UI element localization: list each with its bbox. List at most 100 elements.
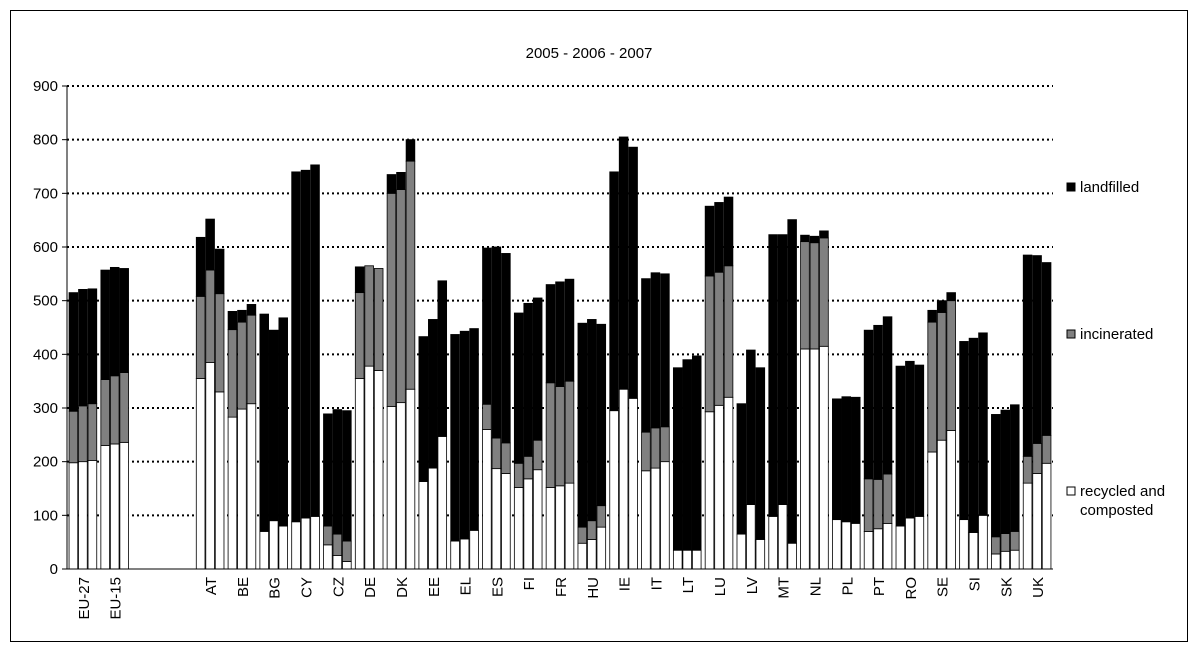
bar-segment [523, 302, 533, 457]
bar-segment [205, 361, 215, 570]
legend-label: composted [1080, 502, 1153, 519]
x-tick-label: CY [299, 577, 316, 598]
bar-segment [777, 234, 788, 506]
bar-segment [564, 278, 575, 382]
bar-segment [332, 555, 343, 570]
x-tick-label: EU-15 [108, 577, 125, 620]
bar-segment [418, 481, 429, 570]
bar-segment [205, 218, 215, 271]
chart-frame: 2005 - 2006 - 2007 0 100 200 300 400 500 600 70… [10, 10, 1188, 642]
bar-segment [237, 309, 247, 323]
bar-segment [323, 544, 333, 570]
bar-segment [936, 312, 947, 441]
bar-segment [800, 234, 810, 243]
bar-segment [259, 313, 269, 532]
bar-segment [800, 241, 810, 350]
y-tick-label: 400 [33, 346, 58, 363]
bar-segment [459, 538, 470, 570]
bar-segment [555, 485, 565, 570]
bar-segment [723, 265, 734, 398]
bar-segment [819, 237, 829, 347]
bar-segment [1022, 455, 1033, 484]
bar-segment [882, 316, 893, 475]
bar-segment [1010, 404, 1020, 532]
bar-segment [437, 280, 448, 437]
bar-segment [491, 246, 502, 439]
bar-segment [78, 288, 88, 407]
bar-segment [373, 370, 384, 570]
x-tick-label: IT [648, 577, 665, 590]
bar-segment [723, 196, 734, 267]
bar-segment [386, 174, 397, 194]
bar-segment [109, 375, 120, 445]
bar-segment [268, 329, 279, 522]
bar-segment [1010, 549, 1020, 570]
bar-segment [364, 265, 374, 367]
bar-segment [777, 504, 788, 570]
bar-segment [755, 367, 766, 540]
bar-segment [596, 526, 607, 570]
bar-segment [628, 397, 638, 570]
bar-segment [736, 403, 747, 535]
bar-segment [714, 404, 724, 570]
bar-segment [278, 525, 288, 570]
bar-segment [564, 380, 575, 484]
bar-segment [501, 253, 511, 444]
x-tick-label: ES [489, 577, 506, 597]
bar-segment [927, 309, 937, 323]
bar-segment [851, 522, 861, 570]
bar-segment [523, 455, 533, 480]
bar-segment [237, 408, 247, 570]
bar-segment [332, 409, 343, 535]
bar-segment [596, 323, 607, 507]
bar-segment [323, 413, 333, 527]
bar-segment [959, 519, 969, 570]
x-tick-label: BE [235, 577, 252, 597]
bar-segment [428, 319, 438, 469]
legend-swatch [1066, 182, 1076, 192]
bar-segment [364, 365, 374, 570]
bar-segment [214, 391, 225, 570]
x-tick-label: SK [998, 577, 1015, 597]
bar-segment [195, 236, 206, 297]
bar-segment [873, 324, 883, 480]
bar-segment [386, 192, 397, 407]
x-tick-label: HU [585, 577, 602, 599]
bar-segment [650, 427, 661, 469]
bar-segment [682, 549, 692, 570]
y-tick-label: 600 [33, 239, 58, 256]
bar-segment [214, 293, 225, 393]
bar-segment [205, 269, 215, 363]
bar-segment [914, 516, 925, 570]
bar-segment [310, 164, 320, 517]
bar-segment [291, 521, 301, 570]
bar-segment [532, 297, 543, 441]
bar-segment [660, 273, 670, 428]
x-tick-label: BG [267, 577, 284, 599]
bar-segment [787, 542, 797, 570]
x-tick-label: AT [203, 577, 220, 595]
bar-segment [746, 349, 756, 506]
bar-segment [100, 269, 110, 380]
bar-segment [577, 322, 588, 528]
y-tick-label: 0 [50, 561, 58, 578]
bar-segment [119, 441, 129, 570]
bar-segment [87, 460, 98, 570]
bar-segment [491, 468, 502, 570]
bar-segment [227, 329, 238, 418]
bar-segment [227, 310, 238, 331]
bar-segment [109, 443, 120, 570]
bar-segment [78, 405, 88, 463]
bar-segment [1032, 473, 1042, 570]
bar-segment [482, 247, 492, 405]
bar-segment [332, 533, 343, 556]
bar-segment [991, 553, 1001, 570]
bar-segment [927, 321, 937, 453]
bar-segment [354, 292, 365, 379]
bar-segment [628, 146, 638, 399]
bar-segment [386, 405, 397, 570]
bar-segment [68, 292, 79, 412]
bar-segment [1032, 255, 1042, 444]
bar-segment [545, 487, 556, 570]
bar-segment [501, 473, 511, 570]
